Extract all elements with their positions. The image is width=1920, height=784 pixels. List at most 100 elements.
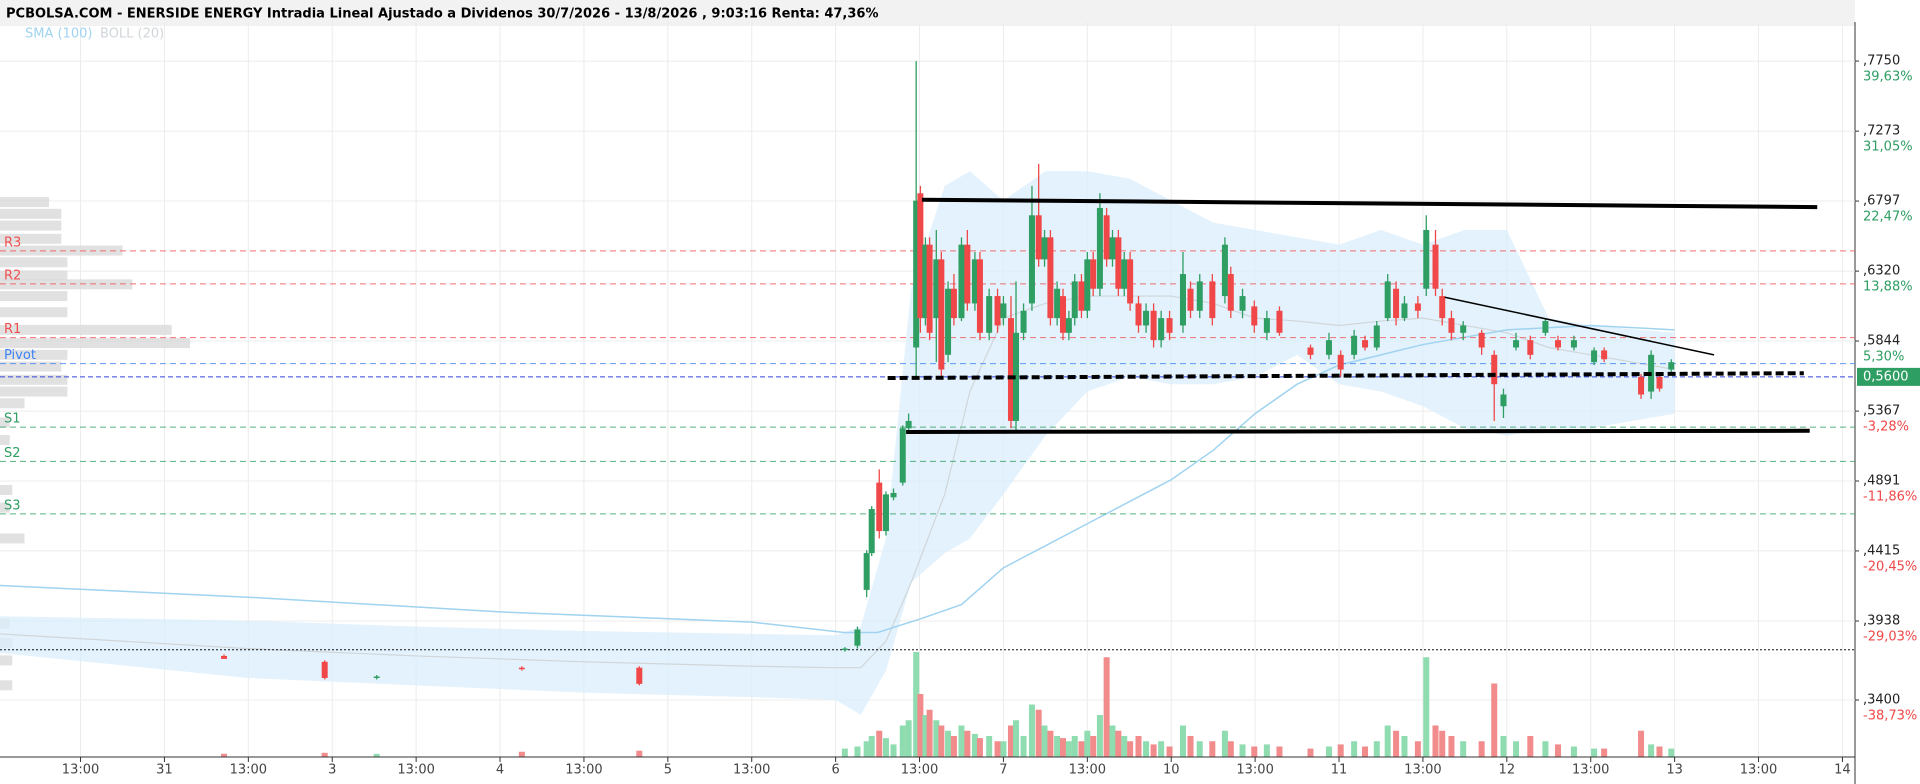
- x-tick-label: 13:00: [1572, 763, 1609, 778]
- candle-body: [1115, 237, 1122, 289]
- candle-body: [938, 259, 945, 370]
- candle-body: [518, 667, 525, 670]
- candle-body: [1251, 306, 1258, 326]
- candle-body: [841, 648, 848, 651]
- candle-body: [913, 200, 920, 348]
- return-label: -3,28%: [1863, 420, 1909, 435]
- return-label: -38,73%: [1863, 709, 1917, 724]
- y-tick-label: ,4891: [1863, 474, 1900, 489]
- volume-bar: [1096, 715, 1103, 757]
- volume-profile-bar: [0, 338, 190, 349]
- candle-body: [1325, 340, 1332, 355]
- volume-bar: [1668, 748, 1675, 757]
- candle-body: [1276, 310, 1283, 333]
- candle-body: [964, 244, 971, 304]
- candle-body: [926, 244, 933, 333]
- x-tick-label: 6: [831, 763, 839, 778]
- candle-body: [1460, 325, 1467, 333]
- candle-body: [1393, 288, 1400, 319]
- volume-bar: [1007, 725, 1014, 757]
- title-bar: [0, 0, 1855, 26]
- volume-bar: [1196, 741, 1203, 757]
- x-tick-label: 10: [1163, 763, 1180, 778]
- candle-body: [1166, 318, 1173, 333]
- last-price-label: 0,5600: [1863, 369, 1909, 384]
- candle-body: [1337, 354, 1344, 370]
- y-tick-label: ,3400: [1863, 693, 1900, 708]
- volume-bar: [876, 730, 883, 757]
- sma-line: [0, 324, 1675, 634]
- candle-body: [1000, 303, 1007, 319]
- volume-bar: [1554, 744, 1561, 757]
- trend-line: [887, 371, 1804, 381]
- volume-bar: [922, 715, 929, 757]
- pivot-label: R1: [4, 322, 21, 337]
- candle-body: [1362, 340, 1369, 348]
- volume-profile-bar: [0, 349, 68, 360]
- volume-bar: [1393, 730, 1400, 757]
- candle-body: [1041, 237, 1048, 260]
- y-tick-label: ,3938: [1863, 613, 1900, 628]
- candle-body: [1513, 340, 1520, 348]
- volume-bar: [994, 741, 1001, 757]
- volume-profile-bar: [0, 208, 62, 219]
- candle-body: [1221, 244, 1228, 297]
- candle-body: [1491, 354, 1498, 385]
- volume-bar: [1337, 744, 1344, 757]
- volume-bar: [1071, 736, 1078, 757]
- candle-body: [890, 492, 897, 498]
- y-tick-label: ,7750: [1863, 54, 1900, 69]
- candle-body: [1007, 318, 1014, 421]
- candle-body: [1414, 303, 1421, 311]
- return-label: -29,03%: [1863, 629, 1917, 644]
- y-tick-label: ,7273: [1863, 124, 1900, 139]
- volume-bar: [1500, 736, 1507, 757]
- candle-body: [1500, 394, 1507, 407]
- volume-bar: [1439, 730, 1446, 757]
- volume-bar: [1090, 736, 1097, 757]
- candle-body: [1384, 281, 1391, 319]
- volume-bar: [890, 744, 897, 757]
- candle-body: [1090, 259, 1097, 289]
- volume-profile-bar: [0, 197, 50, 208]
- volume-bar: [1460, 741, 1467, 757]
- candle-body: [636, 667, 643, 684]
- volume-profile-bar: [0, 655, 13, 666]
- volume-profile-bar: [0, 484, 13, 495]
- volume-bar: [1020, 736, 1027, 757]
- volume-profile-bar: [0, 398, 25, 409]
- candle-body: [1601, 350, 1608, 360]
- candle-body: [1478, 332, 1485, 348]
- volume-bar: [1542, 741, 1549, 757]
- y-tick-label: ,5367: [1863, 404, 1900, 419]
- x-tick-label: 3: [328, 763, 336, 778]
- chart-title: PCBOLSA.COM - ENERSIDE ENERGY Intradia L…: [6, 7, 879, 22]
- volume-bar: [1263, 744, 1270, 757]
- pivot-label: Pivot: [4, 348, 36, 363]
- volume-bar: [1414, 741, 1421, 757]
- x-tick-label: 31: [156, 763, 173, 778]
- volume-profile-bar: [0, 502, 10, 513]
- volume-bar: [1570, 746, 1577, 757]
- volume-profile-bar: [0, 324, 172, 335]
- volume-bar: [938, 725, 945, 757]
- candle-body: [1527, 340, 1534, 355]
- volume-bar: [1041, 725, 1048, 757]
- pivot-label: R3: [4, 235, 21, 250]
- candle-body: [854, 629, 861, 646]
- volume-bar: [1150, 744, 1157, 757]
- volume-bar: [1065, 741, 1072, 757]
- candle-body: [1209, 281, 1216, 319]
- volume-bar: [1648, 744, 1655, 757]
- volume-bar: [1478, 741, 1485, 757]
- volume-bar: [321, 752, 328, 757]
- candle-body: [1423, 229, 1430, 289]
- candle-body: [1059, 296, 1066, 333]
- x-tick-label: 13:00: [62, 763, 99, 778]
- candle-body: [1013, 332, 1020, 421]
- volume-bar: [1276, 746, 1283, 757]
- volume-bar: [986, 736, 993, 757]
- volume-bar: [1527, 736, 1534, 757]
- volume-bar: [1638, 730, 1645, 757]
- candle-body: [1187, 288, 1194, 311]
